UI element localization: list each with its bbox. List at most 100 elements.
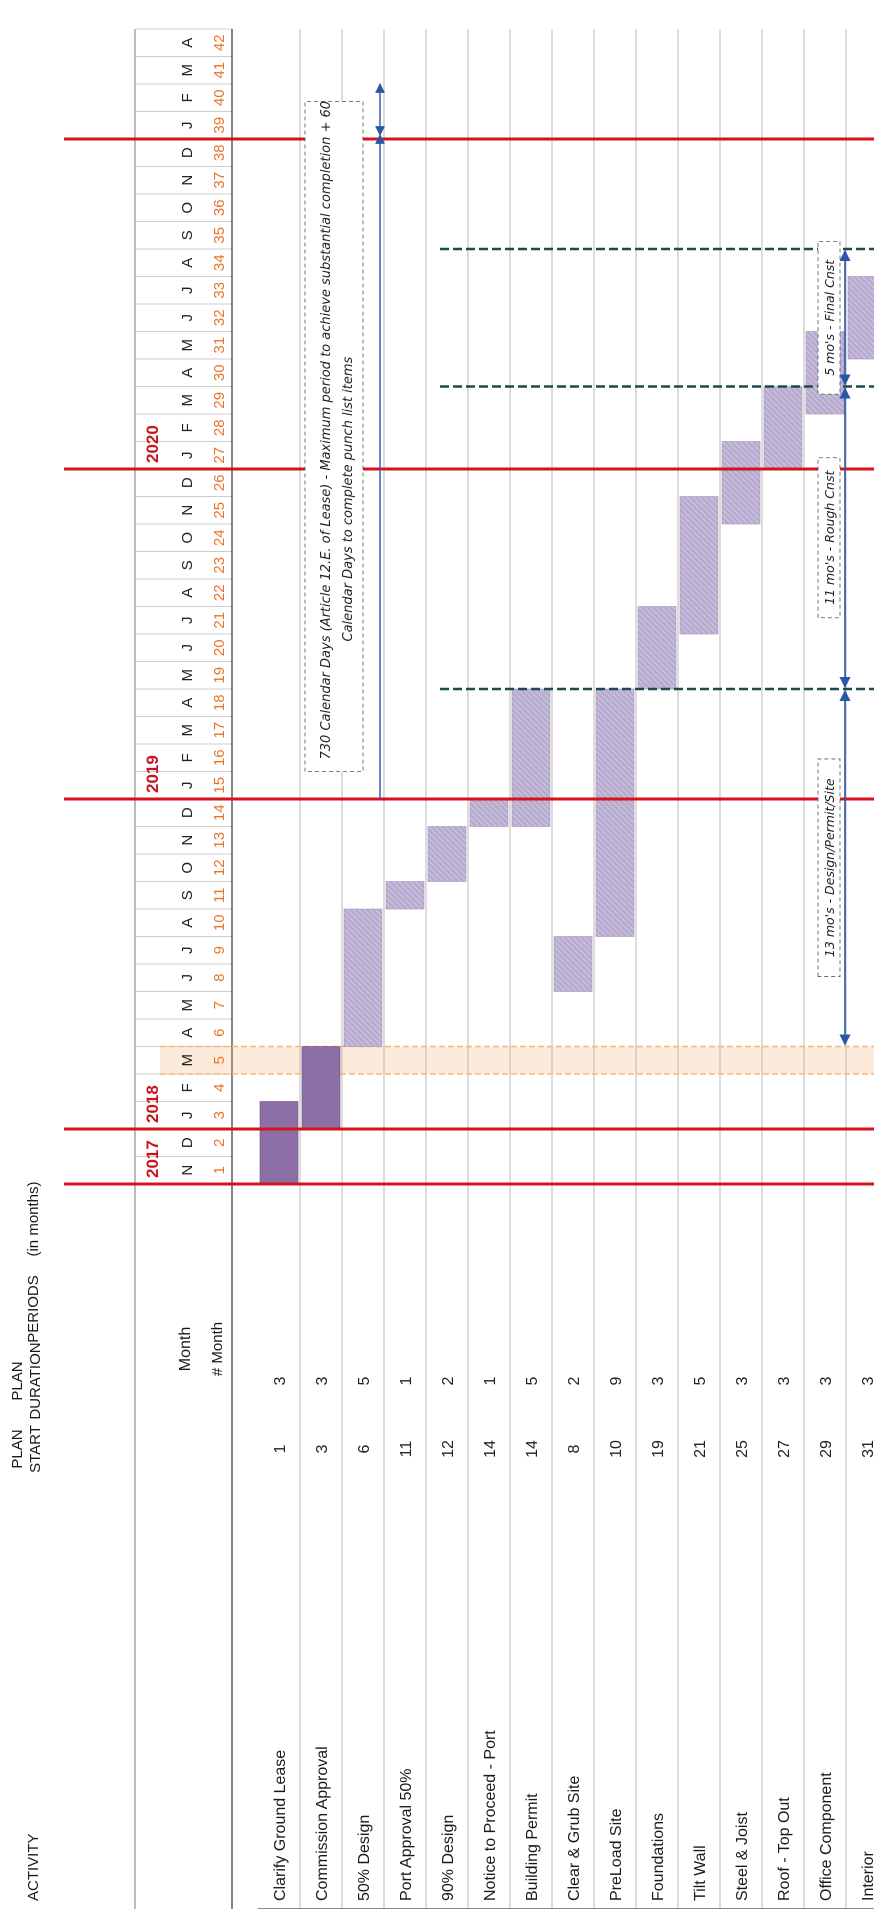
month-tick: M [179,724,196,737]
activity-label: Tilt Wall [692,1845,709,1901]
period-number: 37 [211,172,228,189]
month-tick: J [179,1112,196,1120]
period-number: 8 [211,974,228,982]
month-tick: D [179,477,196,488]
period-number: 32 [211,309,228,326]
month-tick: O [179,862,196,874]
period-number: 7 [211,1001,228,1009]
period-number: 26 [211,474,228,491]
text-layer: ACTIVITY PLAN START PLAN DURATION PERIOD… [9,34,874,1901]
month-tick: M [179,999,196,1012]
task-bar [427,826,467,882]
activity-label: Roof - Top Out [776,1797,793,1901]
period-number: 12 [211,859,228,876]
bar-layer [259,276,874,1185]
task-bar [385,881,425,910]
activity-label: 50% Design [356,1815,373,1901]
year-label: 2017 [143,1140,162,1178]
plan-start-value: 6 [356,1444,373,1453]
plan-duration-value: 3 [314,1376,331,1385]
period-number: 40 [211,89,228,106]
plan-duration-value: 5 [524,1376,541,1385]
month-tick: O [179,202,196,214]
period-number: 38 [211,144,228,161]
period-number: 23 [211,557,228,574]
milestone-line-layer [64,137,874,1186]
plan-start-value: 25 [734,1440,751,1458]
periods-unit-header: (in months) [25,1181,42,1256]
lease-annotation-text-line2: Calendar Days to complete punch list ite… [341,356,356,641]
plan-duration-value: 3 [272,1376,289,1385]
plan-duration-value: 3 [650,1376,667,1385]
grid-layer [134,28,874,1909]
month-tick: J [179,947,196,955]
month-tick: A [179,38,196,48]
month-tick: J [179,122,196,130]
plan-start-value: 19 [650,1440,667,1458]
period-number: 18 [211,694,228,711]
plan-start-value: 3 [314,1444,331,1453]
period-number: 27 [211,447,228,464]
period-number: 34 [211,254,228,271]
period-number: 22 [211,584,228,601]
period-number: 33 [211,282,228,299]
month-tick: J [179,452,196,460]
month-tick: J [179,617,196,625]
plan-start-value: 8 [566,1444,583,1453]
month-row-label: Month [177,1327,194,1371]
task-bar [511,688,551,827]
period-number: 17 [211,722,228,739]
activity-label: Steel & Joist [734,1812,751,1901]
activity-label: Foundations [650,1813,667,1901]
month-tick: S [179,230,196,240]
month-tick: J [179,314,196,322]
month-tick: A [179,258,196,268]
period-number: 4 [211,1084,228,1092]
month-tick: J [179,782,196,790]
phase-label: 13 mo's - Design/Permit/Site [822,778,837,957]
month-tick: A [179,918,196,928]
month-tick: D [179,147,196,158]
month-tick: D [179,807,196,818]
task-bar [553,936,593,992]
plan-duration-value: 5 [692,1376,709,1385]
period-number: 6 [211,1029,228,1037]
period-number: 41 [211,62,228,79]
task-bar [721,441,761,525]
phase-label: 5 mo's - Final Cnst [822,259,837,376]
period-number: 9 [211,946,228,954]
arrow-layer [304,83,851,1046]
plan-start-value: 14 [524,1440,541,1458]
period-number: 13 [211,832,228,849]
activity-header: ACTIVITY [25,1833,42,1901]
month-tick: M [179,64,196,77]
period-number: 10 [211,914,228,931]
activity-label: Clarify Ground Lease [272,1750,289,1901]
month-tick: A [179,588,196,598]
month-tick: J [179,287,196,295]
plan-start-value: 1 [272,1444,289,1453]
period-number: 31 [211,337,228,354]
lease-annotation-box [304,101,364,772]
plan-duration-value: 9 [608,1376,625,1385]
period-number: 30 [211,364,228,381]
plan-start-value: 10 [608,1440,625,1458]
plan-duration-header-line2: DURATION [27,1342,44,1419]
period-number: 19 [211,667,228,684]
month-tick: D [179,1137,196,1148]
month-tick: A [179,368,196,378]
plan-duration-value: 3 [776,1376,793,1385]
plan-duration-header: PLAN [9,1361,26,1400]
plan-duration-value: 1 [482,1376,499,1385]
task-bar [301,1046,341,1130]
gantt-rotated-frame: ACTIVITY PLAN START PLAN DURATION PERIOD… [9,28,874,1909]
activity-label: Interior [860,1851,874,1901]
month-tick: M [179,1054,196,1067]
plan-start-value: 11 [398,1441,415,1458]
activity-label: Clear & Grub Site [566,1776,583,1901]
month-tick: A [179,1028,196,1038]
task-bar [847,276,874,360]
month-tick: F [179,93,196,102]
month-tick: M [179,339,196,352]
month-tick: F [179,423,196,432]
